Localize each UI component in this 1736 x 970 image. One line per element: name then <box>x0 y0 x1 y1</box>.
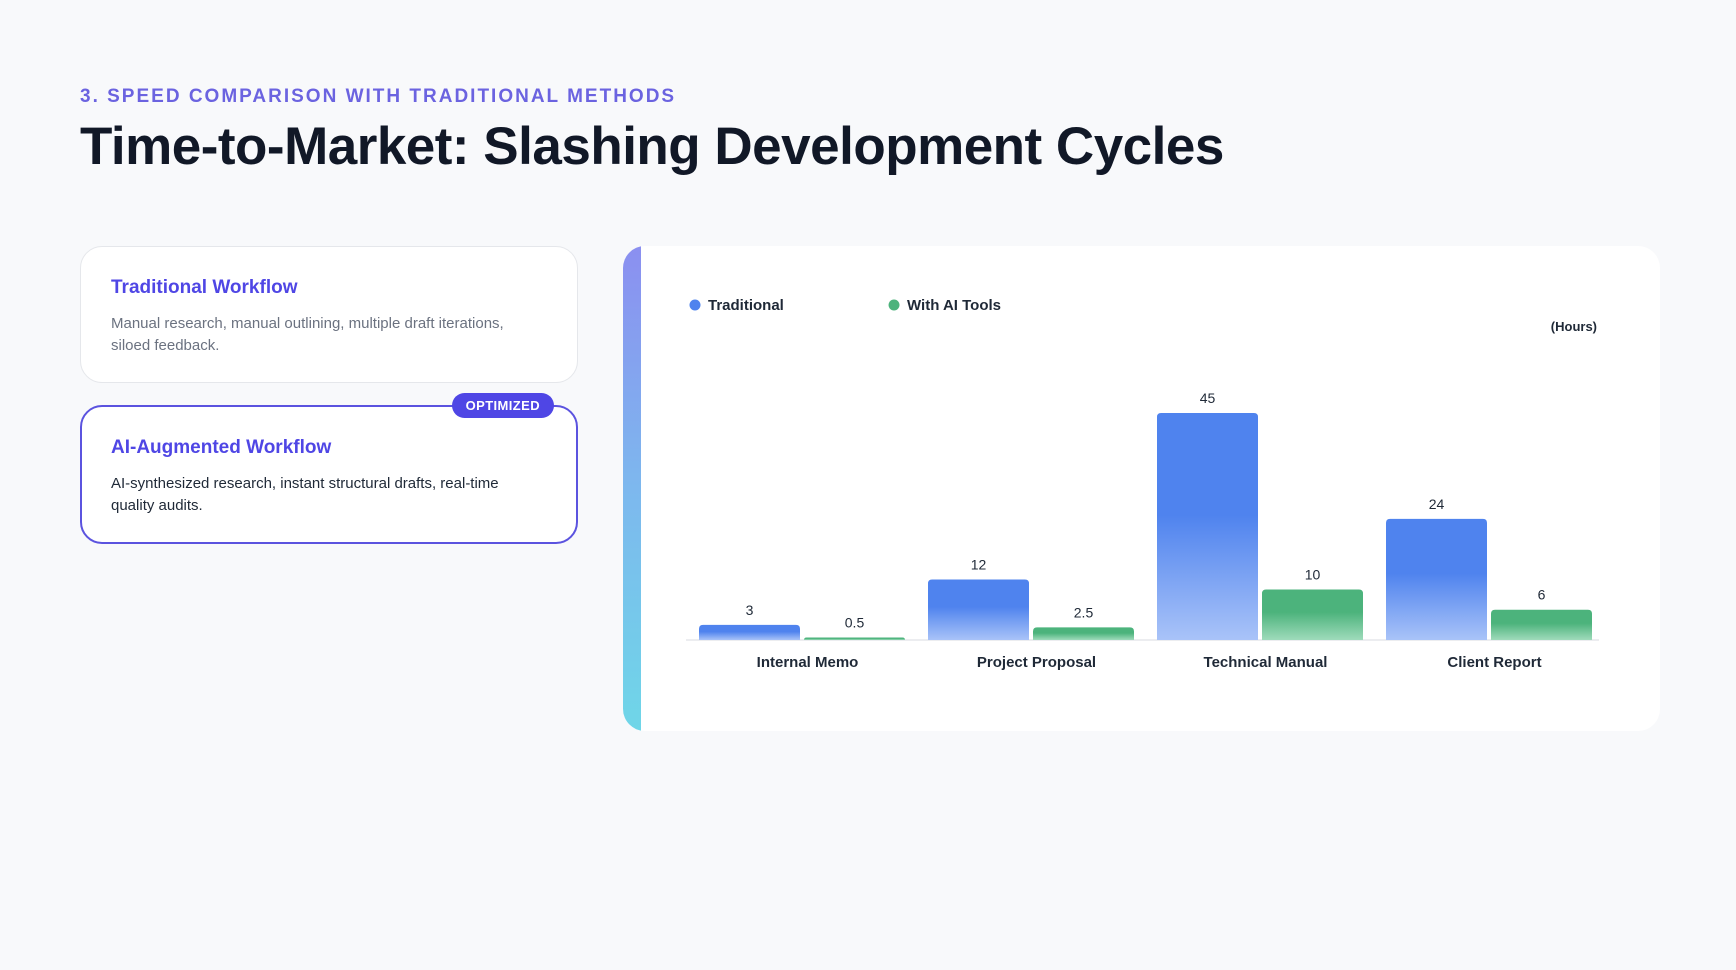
bar-traditional-technical-manual <box>1157 413 1258 640</box>
legend-marker-traditional <box>689 299 701 311</box>
data-label-ai-project-proposal: 2.5 <box>1074 604 1094 620</box>
ai-workflow-card: OPTIMIZED AI-Augmented Workflow AI-synth… <box>80 393 578 544</box>
legend-marker-ai <box>888 299 900 311</box>
section-eyebrow: 3. Speed Comparison with Traditional Met… <box>80 86 677 107</box>
bar-ai-client-report <box>1491 609 1592 640</box>
unit-label: (Hours) <box>1551 319 1597 334</box>
bar-ai-internal-memo <box>804 637 905 640</box>
ai-workflow-title: AI-Augmented Workflow <box>111 437 332 458</box>
data-label-traditional-client-report: 24 <box>1429 496 1445 512</box>
ai-workflow-description: AI-synthesized research, instant structu… <box>111 475 499 514</box>
chart-card: Traditional With AI Tools (Hours) 3 0.5 Inter… <box>623 246 1660 731</box>
data-label-ai-internal-memo: 0.5 <box>845 614 865 630</box>
chart-accent-bar <box>623 246 641 731</box>
bar-chart: Traditional With AI Tools (Hours) 3 0.5 Inter… <box>686 297 1599 671</box>
data-label-traditional-internal-memo: 3 <box>746 602 754 618</box>
data-label-ai-client-report: 6 <box>1538 587 1546 603</box>
traditional-workflow-card: Traditional Workflow Manual research, ma… <box>80 246 578 383</box>
bar-ai-technical-manual <box>1262 589 1363 640</box>
traditional-workflow-title: Traditional Workflow <box>111 277 298 298</box>
bar-traditional-internal-memo <box>699 624 800 640</box>
legend-label-ai: With AI Tools <box>907 297 1001 314</box>
data-label-traditional-technical-manual: 45 <box>1200 390 1216 406</box>
category-label-client-report: Client Report <box>1447 654 1541 671</box>
category-label-technical-manual: Technical Manual <box>1204 654 1328 671</box>
traditional-workflow-description: Manual research, manual outlining, multi… <box>111 315 504 354</box>
category-label-internal-memo: Internal Memo <box>757 654 859 671</box>
data-label-traditional-project-proposal: 12 <box>971 556 987 572</box>
bar-traditional-client-report <box>1386 518 1487 640</box>
data-label-ai-technical-manual: 10 <box>1305 567 1321 583</box>
category-label-project-proposal: Project Proposal <box>977 654 1096 671</box>
legend-label-traditional: Traditional <box>708 297 784 314</box>
page-title: Time-to-Market: Slashing Development Cyc… <box>80 117 1224 176</box>
optimized-badge: OPTIMIZED <box>451 393 554 418</box>
bar-traditional-project-proposal <box>928 579 1029 640</box>
bar-ai-project-proposal <box>1033 627 1134 640</box>
